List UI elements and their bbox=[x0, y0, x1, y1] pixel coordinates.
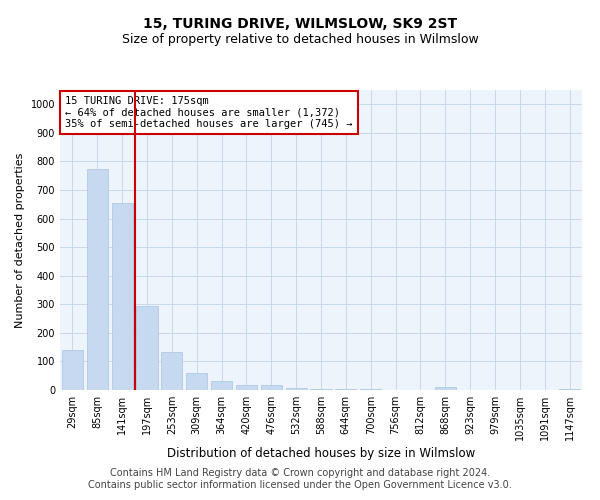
Text: Size of property relative to detached houses in Wilmslow: Size of property relative to detached ho… bbox=[122, 32, 478, 46]
Text: 15 TURING DRIVE: 175sqm
← 64% of detached houses are smaller (1,372)
35% of semi: 15 TURING DRIVE: 175sqm ← 64% of detache… bbox=[65, 96, 353, 129]
Bar bbox=[261, 385, 282, 390]
Bar bbox=[286, 388, 307, 390]
X-axis label: Distribution of detached houses by size in Wilmslow: Distribution of detached houses by size … bbox=[167, 447, 475, 460]
Text: Contains public sector information licensed under the Open Government Licence v3: Contains public sector information licen… bbox=[88, 480, 512, 490]
Bar bbox=[161, 352, 182, 390]
Y-axis label: Number of detached properties: Number of detached properties bbox=[15, 152, 25, 328]
Bar bbox=[211, 382, 232, 390]
Bar bbox=[112, 203, 133, 390]
Bar bbox=[87, 168, 108, 390]
Bar bbox=[136, 306, 158, 390]
Bar bbox=[186, 374, 207, 390]
Bar bbox=[236, 385, 257, 390]
Bar bbox=[335, 388, 356, 390]
Text: Contains HM Land Registry data © Crown copyright and database right 2024.: Contains HM Land Registry data © Crown c… bbox=[110, 468, 490, 477]
Text: 15, TURING DRIVE, WILMSLOW, SK9 2ST: 15, TURING DRIVE, WILMSLOW, SK9 2ST bbox=[143, 18, 457, 32]
Bar bbox=[435, 387, 456, 390]
Bar bbox=[62, 350, 83, 390]
